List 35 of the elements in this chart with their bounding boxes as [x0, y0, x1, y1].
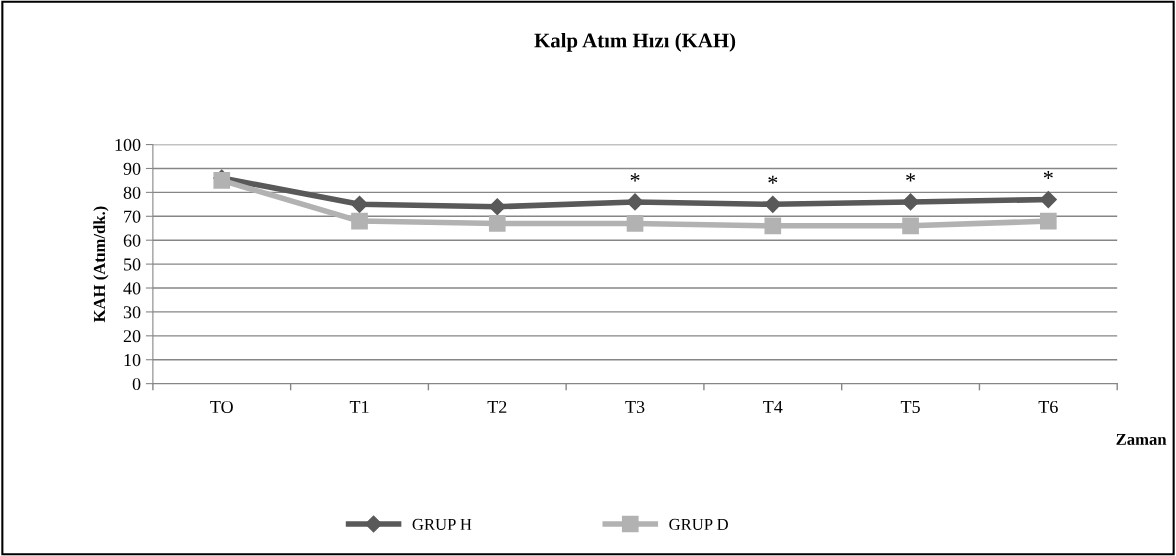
- legend-label: GRUP D: [669, 518, 728, 531]
- y-tick-label: 0: [132, 377, 141, 391]
- y-tick-label: 20: [123, 330, 141, 343]
- y-axis-title: KAH (Atım/dk.): [93, 206, 109, 323]
- annotation: *: [906, 173, 916, 182]
- point: [764, 195, 782, 213]
- point: [626, 215, 644, 232]
- point: [626, 193, 644, 211]
- x-tick-label: T2: [487, 400, 507, 413]
- x-tick-label: T6: [1038, 400, 1058, 414]
- chart-title: Kalp Atım Hızı (KAH): [534, 32, 736, 52]
- x-tick-label: T5: [900, 401, 920, 414]
- x-tick-label: T4: [763, 400, 783, 413]
- y-tick-label: 30: [123, 306, 141, 319]
- annotation: *: [1043, 170, 1053, 180]
- x-tick-label: T1: [349, 400, 369, 413]
- y-tick-label: 40: [123, 282, 141, 295]
- point: [1039, 212, 1057, 230]
- annotation: *: [768, 175, 778, 184]
- legend-label: GRUP H: [412, 518, 472, 531]
- y-tick-label: 90: [123, 162, 141, 175]
- annotation: *: [630, 173, 640, 182]
- x-tick-label: T3: [625, 400, 645, 414]
- point: [902, 217, 919, 235]
- x-axis-title: Zaman: [1116, 433, 1167, 445]
- y-tick-label: 50: [124, 258, 141, 271]
- point: [764, 217, 782, 235]
- point: [351, 212, 368, 230]
- y-tick-label: 70: [124, 210, 141, 223]
- y-tick-label: 60: [123, 234, 141, 247]
- y-tick-label: 80: [123, 186, 141, 199]
- x-tick-label: TO: [210, 400, 233, 414]
- y-tick-label: 10: [124, 353, 141, 367]
- point: [488, 215, 506, 232]
- y-tick-label: 100: [115, 138, 141, 151]
